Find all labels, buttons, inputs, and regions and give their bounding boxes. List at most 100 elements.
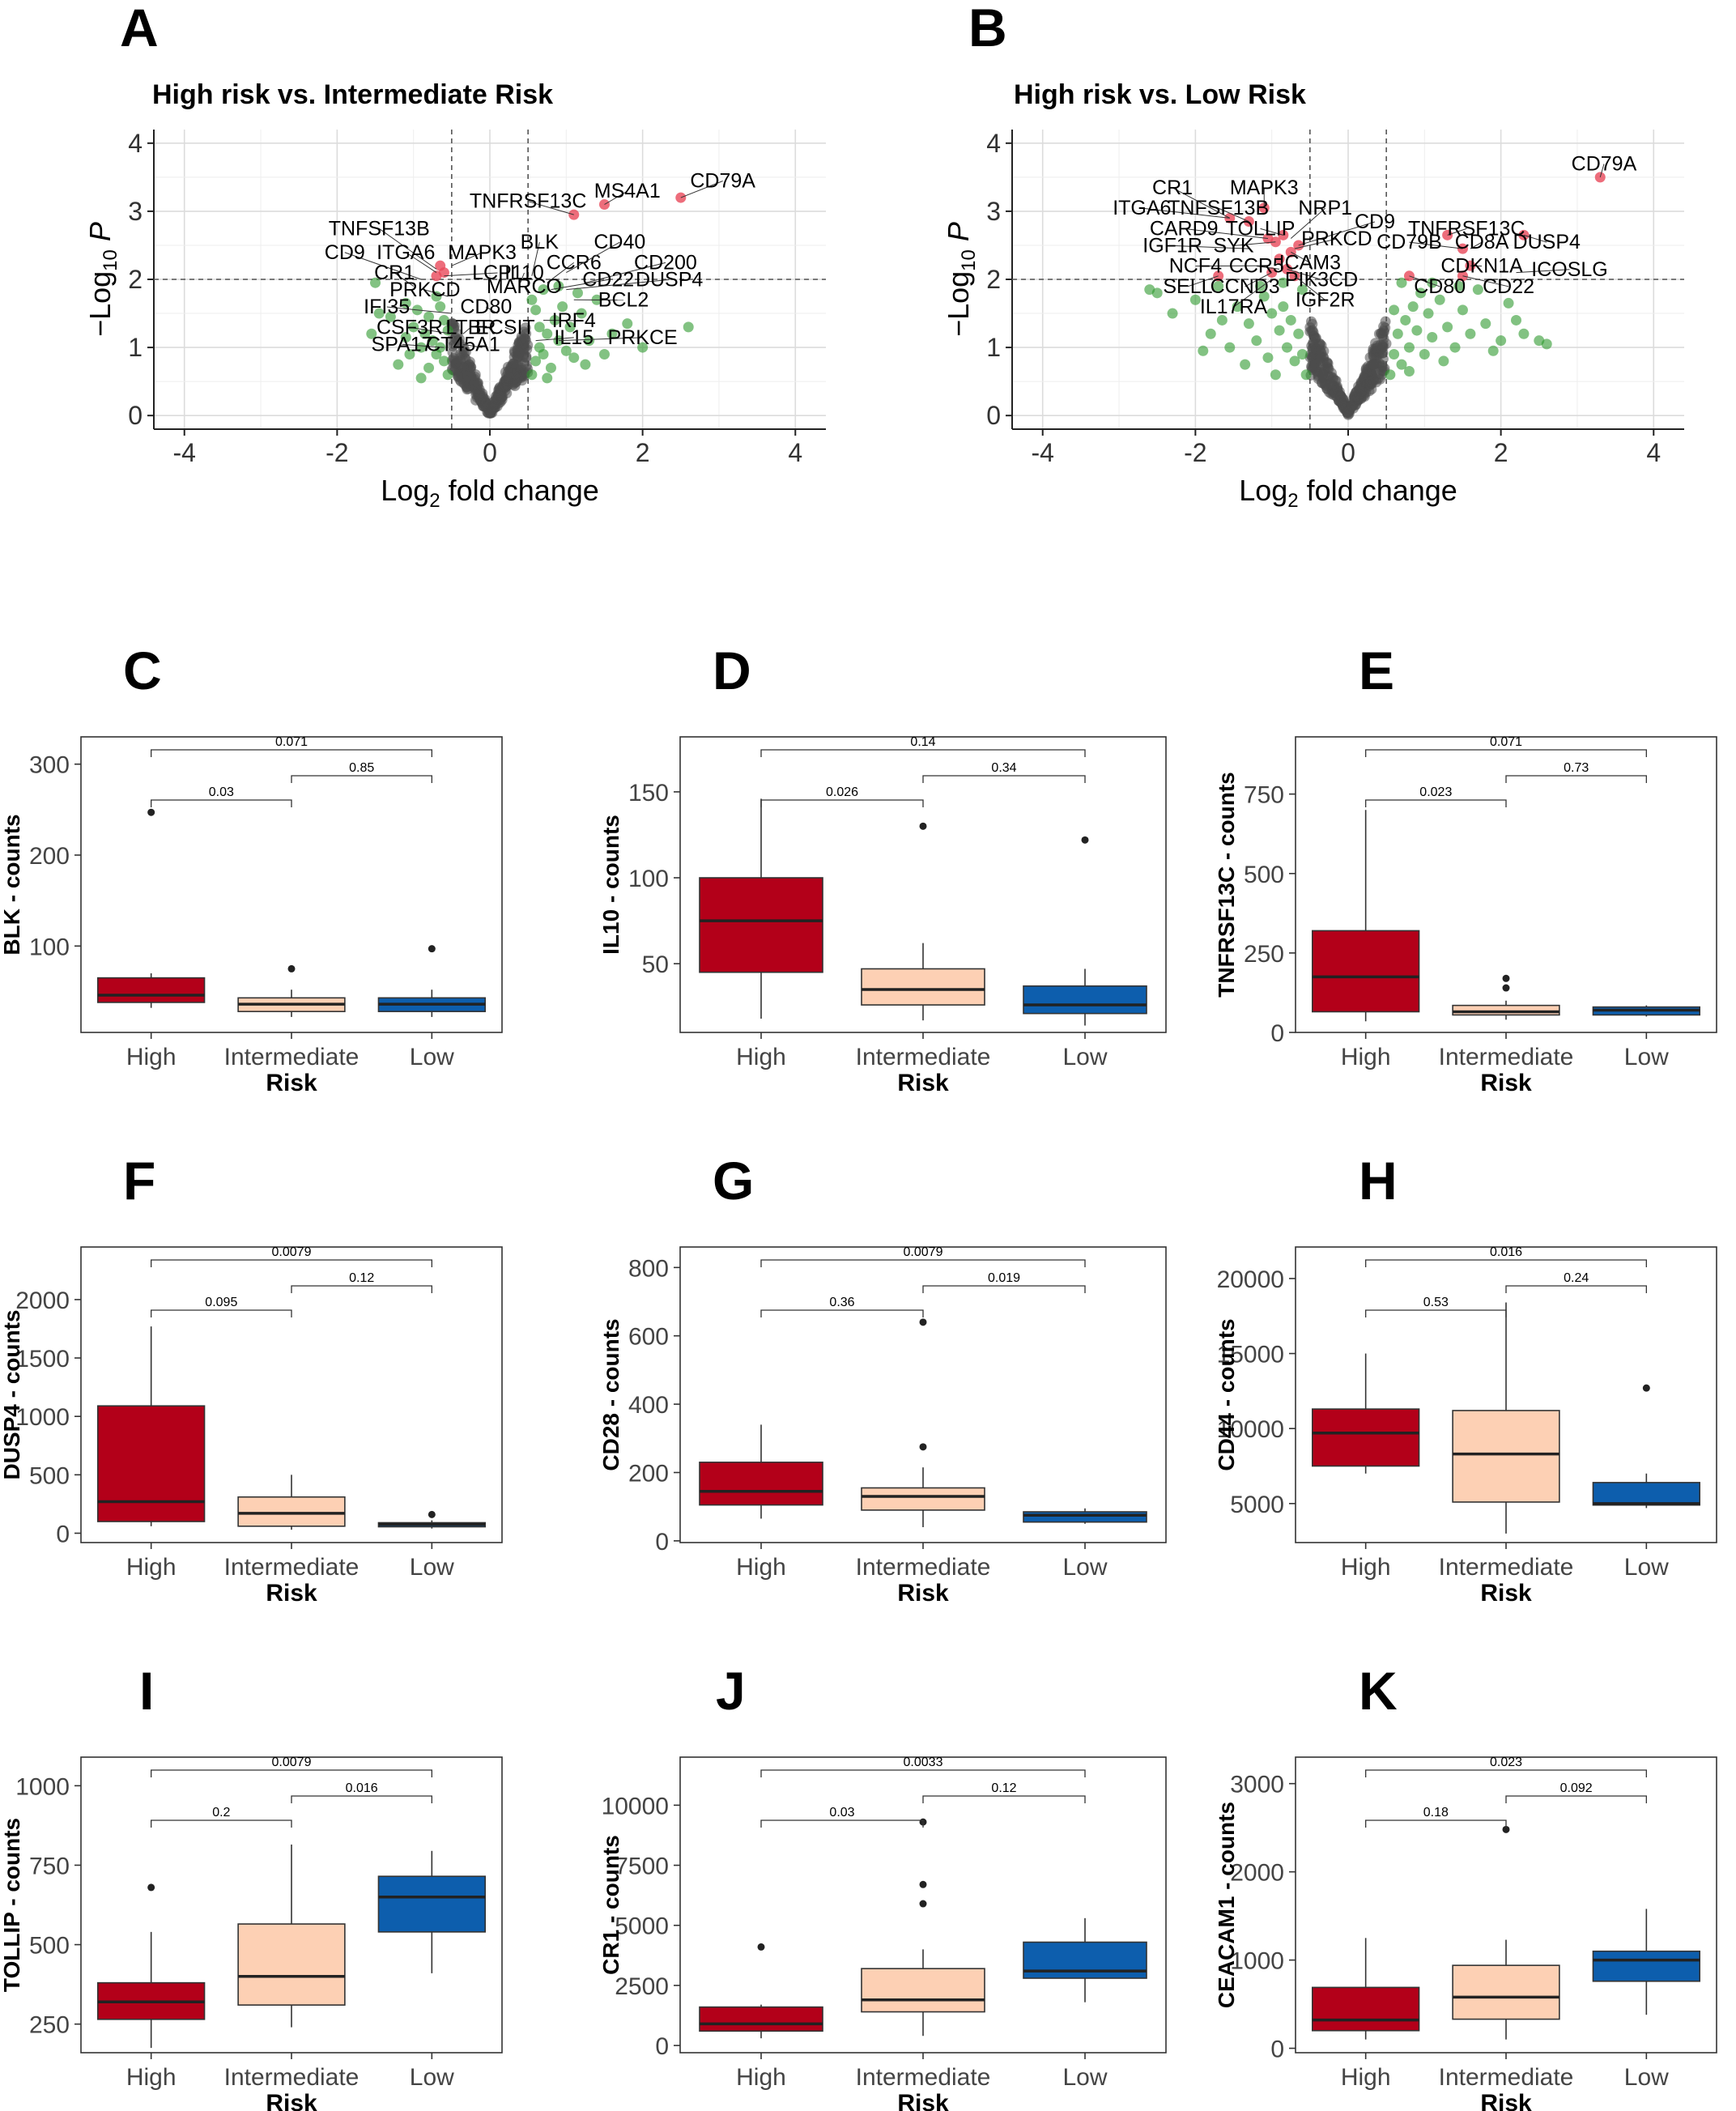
fc-point	[1258, 291, 1270, 302]
fc-point	[1396, 359, 1407, 370]
label-leader-line	[462, 343, 483, 348]
outlier-point	[919, 1880, 927, 1888]
gene-label: PRKCD	[389, 279, 461, 301]
boxplot-i: 250 500 750 1000 High Intermediate Low 0.2 0.016…	[0, 1756, 503, 2111]
x-tick-label: Low	[1062, 1044, 1107, 1070]
p-value-label: 0.18	[1423, 1806, 1449, 1819]
label-leader-line	[378, 228, 437, 270]
box-low	[1592, 1482, 1701, 1506]
gene-label: ECSIT	[475, 316, 535, 338]
volcano-a-title: High risk vs. Intermediate Risk	[152, 79, 554, 110]
fc-point	[580, 359, 591, 370]
fc-point	[584, 335, 595, 347]
y-axis-label: CD28 - counts	[599, 1318, 623, 1470]
x-tick-label: Low	[1624, 2064, 1669, 2091]
label-leader-line	[462, 326, 471, 334]
gene-label: TOLLIP	[1226, 217, 1296, 240]
gene-label: CR1	[1152, 177, 1193, 199]
fc-point	[1411, 325, 1423, 336]
box-high	[699, 2006, 823, 2032]
outlier-point	[287, 964, 296, 973]
significant-point	[1293, 240, 1304, 251]
label-leader-line	[1462, 275, 1509, 287]
panel-letter-d: D	[713, 641, 751, 700]
ns-point	[1305, 316, 1317, 327]
fc-point	[1407, 301, 1419, 313]
ns-point	[1330, 375, 1341, 386]
significant-point	[1594, 172, 1606, 183]
fc-point	[1427, 277, 1438, 288]
box-intermediate	[237, 1496, 346, 1527]
fc-point	[1251, 335, 1262, 347]
gene-label: CD79B	[1376, 231, 1442, 253]
fc-point	[400, 297, 411, 309]
significance-bracket	[760, 1309, 924, 1317]
outlier-point	[919, 1443, 927, 1451]
significance-bracket	[151, 1259, 432, 1267]
significance-bracket	[291, 1285, 432, 1293]
p-value-label: 0.36	[829, 1296, 854, 1309]
label-leader-line	[504, 326, 513, 331]
fc-point	[408, 321, 419, 333]
panel-letter-j: J	[716, 1661, 746, 1721]
y-tick-label: 500	[29, 1933, 70, 1960]
gene-label: LCP1	[472, 262, 523, 284]
x-tick-label: Low	[1062, 2064, 1107, 2091]
fc-point	[370, 277, 381, 288]
gene-label: ITGA6	[377, 241, 435, 264]
fc-point	[1427, 331, 1438, 343]
y-tick-label: 5000	[1230, 1492, 1284, 1518]
gene-label: CSF3R	[377, 316, 443, 338]
y-tick-label: 2	[128, 265, 143, 294]
significant-point	[1224, 212, 1236, 223]
y-tick-label: 100	[628, 866, 669, 892]
fc-point	[568, 352, 580, 364]
gene-label: MARCO	[487, 275, 562, 298]
y-tick-label: 0	[986, 401, 1001, 430]
gene-label: CD40	[594, 231, 645, 253]
fc-point	[538, 349, 549, 360]
label-leader-line	[394, 272, 414, 287]
fc-point	[393, 359, 404, 370]
p-value-label: 0.73	[1564, 761, 1589, 775]
fc-point	[1541, 338, 1552, 350]
fc-point	[373, 308, 385, 319]
significance-bracket	[1365, 1769, 1647, 1777]
y-tick-label: 500	[1244, 862, 1284, 888]
fc-point	[1232, 301, 1243, 313]
y-tick-label: 800	[628, 1255, 669, 1282]
y-tick-label: 250	[1244, 941, 1284, 968]
x-axis-label: Risk	[897, 1580, 949, 1607]
ns-point	[462, 371, 474, 382]
fc-point	[1400, 314, 1411, 326]
y-tick-label: 7500	[615, 1854, 669, 1880]
x-tick-label: -4	[173, 438, 196, 467]
ns-point	[1308, 338, 1319, 349]
fc-point	[1449, 342, 1461, 353]
y-tick-label: 0	[1270, 2037, 1284, 2063]
p-value-label: 0.023	[1419, 785, 1452, 799]
fc-point	[435, 301, 446, 313]
box-low	[1023, 985, 1147, 1015]
gene-label: TNFRSF13C	[1408, 217, 1525, 240]
y-tick-label: 20000	[1217, 1266, 1284, 1293]
fc-point	[542, 372, 553, 384]
gene-label: ITGA6	[1113, 197, 1171, 219]
x-tick-label: 4	[1646, 438, 1661, 467]
box-intermediate	[861, 1968, 985, 2013]
label-leader-line	[680, 181, 723, 198]
fc-point	[1480, 318, 1491, 330]
y-tick-label: 5000	[615, 1913, 669, 1940]
label-leader-line	[344, 252, 422, 280]
ns-point	[447, 341, 458, 352]
fc-point	[530, 355, 542, 367]
x-tick-label: Intermediate	[224, 1044, 360, 1070]
x-tick-label: Intermediate	[1439, 1044, 1574, 1070]
label-leader-line	[531, 242, 540, 276]
y-tick-label: 100	[29, 934, 70, 960]
significance-bracket	[922, 1795, 1086, 1803]
p-value-label: 0.0079	[272, 1245, 312, 1259]
y-tick-label: 200	[29, 843, 70, 870]
significance-bracket	[151, 799, 292, 807]
panel-letter-f: F	[123, 1151, 156, 1211]
